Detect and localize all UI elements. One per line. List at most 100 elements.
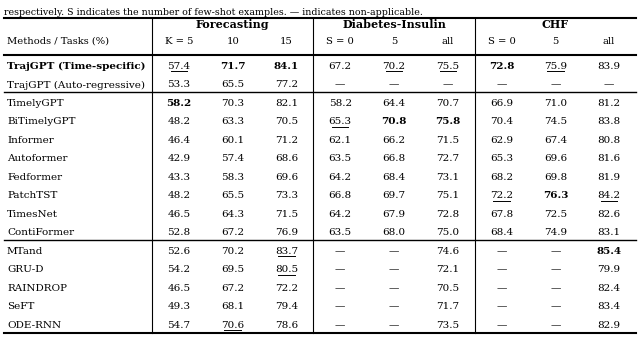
Text: 65.3: 65.3: [329, 118, 352, 126]
Text: 69.6: 69.6: [275, 173, 298, 182]
Text: 83.4: 83.4: [598, 303, 621, 312]
Text: Informer: Informer: [7, 136, 54, 145]
Text: —: —: [335, 81, 346, 90]
Text: 79.4: 79.4: [275, 303, 298, 312]
Text: respectively. S indicates the number of few-shot examples. — indicates non-appli: respectively. S indicates the number of …: [4, 8, 423, 17]
Text: 71.5: 71.5: [436, 136, 460, 145]
Text: 57.4: 57.4: [221, 154, 244, 163]
Text: 15: 15: [280, 36, 293, 45]
Text: 75.8: 75.8: [435, 118, 460, 126]
Text: 72.5: 72.5: [544, 210, 567, 219]
Text: 71.2: 71.2: [275, 136, 298, 145]
Text: 60.1: 60.1: [221, 136, 244, 145]
Text: 46.5: 46.5: [167, 284, 191, 293]
Text: Forecasting: Forecasting: [196, 19, 269, 30]
Text: K = 5: K = 5: [164, 36, 193, 45]
Text: —: —: [389, 265, 399, 274]
Text: 42.9: 42.9: [167, 154, 191, 163]
Text: ContiFormer: ContiFormer: [7, 228, 74, 237]
Text: 63.3: 63.3: [221, 118, 244, 126]
Text: 58.2: 58.2: [166, 99, 191, 108]
Text: —: —: [335, 284, 346, 293]
Text: 68.2: 68.2: [490, 173, 513, 182]
Text: 73.5: 73.5: [436, 321, 460, 330]
Text: —: —: [550, 321, 561, 330]
Text: —: —: [335, 247, 346, 256]
Text: 83.8: 83.8: [598, 118, 621, 126]
Text: —: —: [497, 81, 507, 90]
Text: —: —: [389, 321, 399, 330]
Text: 53.3: 53.3: [167, 81, 191, 90]
Text: 76.3: 76.3: [543, 192, 568, 201]
Text: TrajGPT (Auto-regressive): TrajGPT (Auto-regressive): [7, 81, 145, 90]
Text: 77.2: 77.2: [275, 81, 298, 90]
Text: 70.6: 70.6: [221, 321, 244, 330]
Text: —: —: [550, 303, 561, 312]
Text: ODE-RNN: ODE-RNN: [7, 321, 61, 330]
Text: 64.4: 64.4: [383, 99, 406, 108]
Text: —: —: [335, 265, 346, 274]
Text: 70.2: 70.2: [383, 62, 406, 71]
Text: 54.7: 54.7: [167, 321, 191, 330]
Text: TimelyGPT: TimelyGPT: [7, 99, 65, 108]
Text: 68.0: 68.0: [383, 228, 406, 237]
Text: —: —: [497, 303, 507, 312]
Text: MTand: MTand: [7, 247, 44, 256]
Text: 81.2: 81.2: [598, 99, 621, 108]
Text: S = 0: S = 0: [488, 36, 515, 45]
Text: 83.1: 83.1: [598, 228, 621, 237]
Text: 81.9: 81.9: [598, 173, 621, 182]
Text: 62.9: 62.9: [490, 136, 513, 145]
Text: 75.5: 75.5: [436, 62, 460, 71]
Text: all: all: [442, 36, 454, 45]
Text: 65.5: 65.5: [221, 192, 244, 201]
Text: 69.8: 69.8: [544, 173, 567, 182]
Text: 82.1: 82.1: [275, 99, 298, 108]
Text: —: —: [550, 265, 561, 274]
Text: 75.1: 75.1: [436, 192, 460, 201]
Text: S = 0: S = 0: [326, 36, 354, 45]
Text: 67.8: 67.8: [490, 210, 513, 219]
Text: 5: 5: [552, 36, 559, 45]
Text: 83.7: 83.7: [275, 247, 298, 256]
Text: 66.8: 66.8: [383, 154, 406, 163]
Text: 70.5: 70.5: [275, 118, 298, 126]
Text: 70.7: 70.7: [436, 99, 460, 108]
Text: Autoformer: Autoformer: [7, 154, 67, 163]
Text: —: —: [389, 247, 399, 256]
Text: —: —: [389, 303, 399, 312]
Text: 66.2: 66.2: [383, 136, 406, 145]
Text: 52.6: 52.6: [167, 247, 191, 256]
Text: 10: 10: [226, 36, 239, 45]
Text: —: —: [335, 303, 346, 312]
Text: 68.6: 68.6: [275, 154, 298, 163]
Text: 75.9: 75.9: [544, 62, 567, 71]
Text: 52.8: 52.8: [167, 228, 191, 237]
Text: Diabetes-Insulin: Diabetes-Insulin: [342, 19, 446, 30]
Text: 48.2: 48.2: [167, 118, 191, 126]
Text: 69.5: 69.5: [221, 265, 244, 274]
Text: 79.9: 79.9: [598, 265, 621, 274]
Text: —: —: [497, 265, 507, 274]
Text: 67.2: 67.2: [221, 228, 244, 237]
Text: 58.2: 58.2: [329, 99, 352, 108]
Text: 71.5: 71.5: [275, 210, 298, 219]
Text: 58.3: 58.3: [221, 173, 244, 182]
Text: —: —: [389, 284, 399, 293]
Text: TimesNet: TimesNet: [7, 210, 58, 219]
Text: 72.2: 72.2: [490, 192, 513, 201]
Text: 80.8: 80.8: [598, 136, 621, 145]
Text: GRU-D: GRU-D: [7, 265, 44, 274]
Text: —: —: [550, 284, 561, 293]
Text: all: all: [603, 36, 615, 45]
Text: 71.0: 71.0: [544, 99, 567, 108]
Text: 63.5: 63.5: [329, 228, 352, 237]
Text: 64.2: 64.2: [329, 173, 352, 182]
Text: 65.5: 65.5: [221, 81, 244, 90]
Text: 84.1: 84.1: [274, 62, 299, 71]
Text: 82.6: 82.6: [598, 210, 621, 219]
Text: Fedformer: Fedformer: [7, 173, 62, 182]
Text: 73.3: 73.3: [275, 192, 298, 201]
Text: 57.4: 57.4: [167, 62, 191, 71]
Text: 70.4: 70.4: [490, 118, 513, 126]
